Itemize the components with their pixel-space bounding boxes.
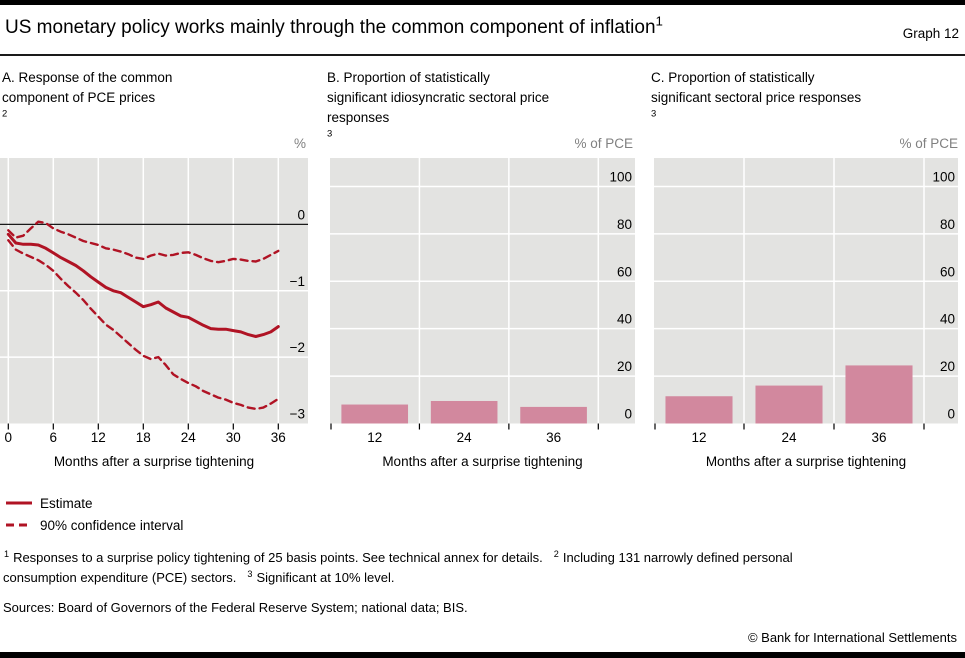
panel-c-title-line1: C. Proportion of statistically (651, 70, 815, 85)
dashed-line-swatch-icon (6, 523, 32, 527)
panel-c-unit-label: % of PCE (899, 136, 958, 151)
legend: Estimate 90% confidence interval (5, 492, 183, 536)
panel-a-title: A. Response of the common component of P… (2, 68, 282, 128)
svg-text:12: 12 (91, 430, 106, 445)
svg-text:100: 100 (609, 169, 632, 184)
panel-a-unit-label: % (293, 136, 306, 151)
svg-text:12: 12 (691, 430, 706, 445)
footnote-line-1: 1 Responses to a surprise policy tighteni… (3, 548, 963, 568)
panel-c-title: C. Proportion of statistically significa… (651, 68, 963, 128)
top-border-bar (0, 0, 965, 5)
panel-b-title-line3: responses (327, 110, 390, 125)
svg-text:−1: −1 (290, 274, 305, 289)
svg-text:60: 60 (617, 264, 632, 279)
bottom-border-bar (0, 652, 965, 658)
svg-text:24: 24 (457, 430, 473, 445)
svg-text:20: 20 (617, 359, 632, 374)
panel-a-title-line2: component of PCE prices (2, 90, 156, 105)
svg-text:0: 0 (5, 430, 13, 445)
svg-text:0: 0 (624, 407, 632, 422)
page-title-footnote-marker: 1 (655, 13, 663, 29)
panel-a-title-line1: A. Response of the common (2, 70, 173, 85)
svg-text:36: 36 (871, 430, 886, 445)
footnote-3-text: Significant at 10% level. (256, 570, 395, 585)
bar-chart-sectoral-responses: 12 24 36 0 20 40 60 80 100 (654, 158, 958, 445)
svg-text:36: 36 (546, 430, 561, 445)
panel-b-title-line2: significant idiosyncratic sectoral price (327, 90, 550, 105)
svg-text:20: 20 (940, 359, 955, 374)
svg-text:24: 24 (781, 430, 797, 445)
footnote-line-2: consumption expenditure (PCE) sectors. 3 S… (3, 568, 963, 588)
sources-line: Sources: Board of Governors of the Feder… (3, 600, 468, 615)
panel-b-unit-label: % of PCE (574, 136, 633, 151)
legend-label-confidence-interval: 90% confidence interval (40, 517, 184, 533)
title-divider-rule (0, 54, 965, 56)
solid-line-swatch-icon (6, 501, 32, 505)
svg-text:−2: −2 (290, 340, 305, 355)
footnote-2-text: Including 131 narrowly defined personal (562, 550, 793, 565)
footnotes: 1 Responses to a surprise policy tighteni… (3, 548, 963, 588)
footnote-1-text: Responses to a surprise policy tightenin… (13, 550, 543, 565)
panel-b-title: B. Proportion of statistically significa… (327, 68, 642, 148)
svg-text:24: 24 (181, 430, 197, 445)
graph-number-label: Graph 12 (902, 26, 959, 41)
svg-text:30: 30 (226, 430, 241, 445)
svg-text:0: 0 (947, 407, 955, 422)
legend-item-estimate: Estimate (5, 492, 183, 514)
svg-text:36: 36 (271, 430, 286, 445)
footnote-3-marker: 3 (247, 568, 253, 579)
svg-text:6: 6 (50, 430, 58, 445)
panel-c-xaxis-title: Months after a surprise tightening (705, 454, 907, 469)
svg-text:40: 40 (940, 312, 955, 327)
panel-b-footnote-marker: 3 (327, 128, 333, 140)
panel-b-xaxis-title: Months after a surprise tightening (382, 454, 583, 469)
svg-text:0: 0 (297, 207, 305, 222)
svg-text:100: 100 (932, 169, 955, 184)
footnote-2-marker: 2 (553, 548, 559, 559)
copyright-notice: © Bank for International Settlements (747, 630, 957, 645)
svg-text:80: 80 (617, 217, 632, 232)
panel-a-xaxis-title: Months after a surprise tightening (53, 454, 255, 469)
svg-text:18: 18 (136, 430, 151, 445)
panel-c-footnote-marker: 3 (651, 108, 657, 120)
svg-text:−3: −3 (290, 407, 305, 422)
line-chart-pce-response: 0 6 12 18 24 30 36 0 −1 −2 −3 (0, 158, 308, 445)
legend-item-confidence-interval: 90% confidence interval (5, 514, 183, 536)
panel-b-title-line1: B. Proportion of statistically (327, 70, 490, 85)
svg-text:12: 12 (367, 430, 382, 445)
page-title-text: US monetary policy works mainly through … (5, 17, 656, 38)
svg-text:60: 60 (940, 264, 955, 279)
panel-c-title-line2: significant sectoral price responses (651, 90, 862, 105)
footnote-2-text-cont: consumption expenditure (PCE) sectors. (3, 570, 237, 585)
svg-text:40: 40 (617, 312, 632, 327)
legend-label-estimate: Estimate (40, 495, 93, 511)
svg-text:80: 80 (940, 217, 955, 232)
bar-chart-idiosyncratic-responses: 12 24 36 0 20 40 60 80 100 (330, 158, 635, 445)
panel-a-footnote-marker: 2 (2, 108, 8, 120)
footnote-1-marker: 1 (4, 548, 10, 559)
page-title: US monetary policy works mainly through … (5, 15, 663, 41)
